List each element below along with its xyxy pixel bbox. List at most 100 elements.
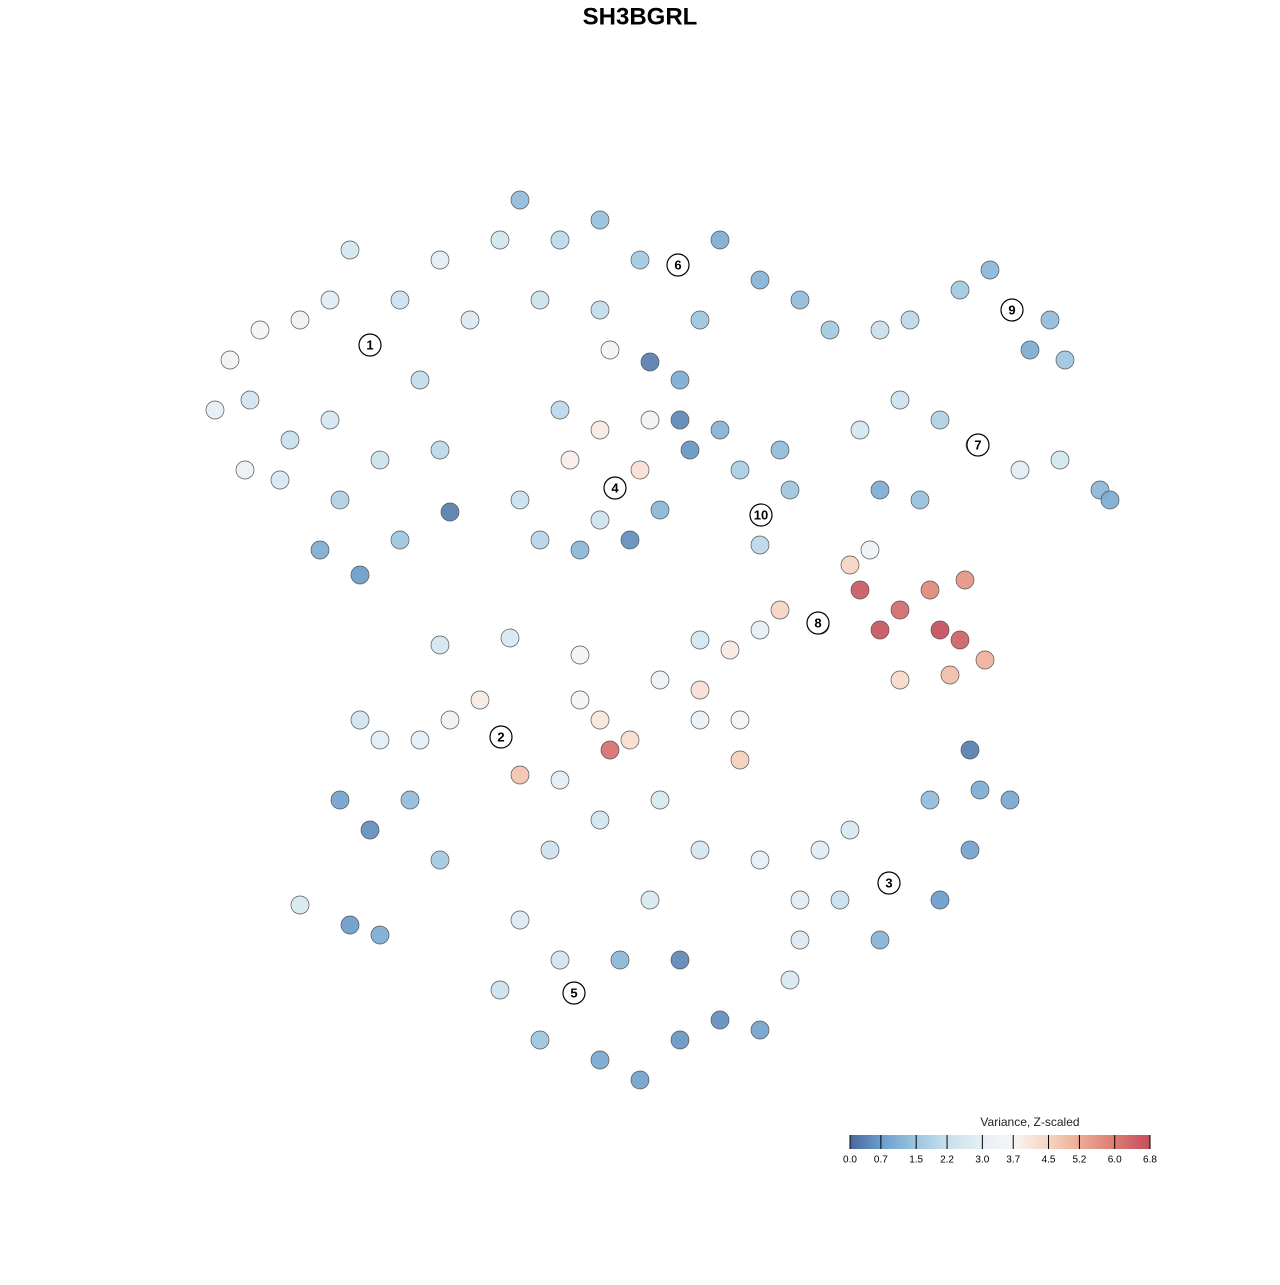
- point: [610, 950, 630, 970]
- point: [770, 440, 790, 460]
- point: [560, 450, 580, 470]
- point: [350, 710, 370, 730]
- point: [780, 970, 800, 990]
- point: [620, 730, 640, 750]
- point: [410, 730, 430, 750]
- point: [640, 890, 660, 910]
- point: [820, 320, 840, 340]
- point: [710, 230, 730, 250]
- point: [600, 340, 620, 360]
- point: [840, 820, 860, 840]
- point: [770, 600, 790, 620]
- point: [430, 850, 450, 870]
- cluster-marker: [489, 725, 513, 749]
- cluster-label: 1: [366, 337, 373, 352]
- colorbar: [850, 1135, 1150, 1149]
- point: [590, 510, 610, 530]
- point: [670, 410, 690, 430]
- point: [940, 665, 960, 685]
- point: [790, 890, 810, 910]
- point: [1100, 490, 1120, 510]
- colorbar-tick-label: 3.0: [975, 1155, 989, 1166]
- point: [930, 410, 950, 430]
- point: [330, 790, 350, 810]
- colorbar-tick-label: 0.0: [843, 1155, 857, 1166]
- colorbar-ticks: 0.0 0.7 1.5 2.2 3.0 3.7 4.5 5.2 6.0 6.8: [843, 1135, 1157, 1166]
- point: [590, 1050, 610, 1070]
- point: [430, 440, 450, 460]
- point: [960, 840, 980, 860]
- point: [930, 890, 950, 910]
- colorbar-tick-label: 6.8: [1143, 1155, 1157, 1166]
- point: [690, 630, 710, 650]
- point: [830, 890, 850, 910]
- point: [550, 230, 570, 250]
- point: [860, 540, 880, 560]
- cluster-marker: [358, 333, 382, 357]
- point: [750, 850, 770, 870]
- point: [460, 310, 480, 330]
- point: [590, 210, 610, 230]
- point: [240, 390, 260, 410]
- point: [360, 820, 380, 840]
- cluster-marker: [562, 981, 586, 1005]
- point: [370, 450, 390, 470]
- point: [870, 930, 890, 950]
- point: [920, 790, 940, 810]
- point: [955, 570, 975, 590]
- point: [500, 628, 520, 648]
- point: [400, 790, 420, 810]
- point: [810, 840, 830, 860]
- point: [440, 502, 460, 522]
- point: [730, 750, 750, 770]
- cluster-marker: [749, 503, 773, 527]
- colorbar-tick-label: 2.2: [940, 1155, 954, 1166]
- point: [680, 440, 700, 460]
- cluster-label: 7: [974, 437, 981, 452]
- point: [850, 420, 870, 440]
- point: [650, 500, 670, 520]
- point: [550, 400, 570, 420]
- point: [530, 290, 550, 310]
- point: [550, 770, 570, 790]
- point: [205, 400, 225, 420]
- colorbar-tick-label: 4.5: [1042, 1155, 1056, 1166]
- point: [950, 280, 970, 300]
- point: [890, 390, 910, 410]
- point: [570, 645, 590, 665]
- colorbar-tick-label: 0.7: [874, 1155, 888, 1166]
- point: [890, 670, 910, 690]
- cluster-label: 3: [885, 875, 892, 890]
- cluster-labels: 1 6 9 7 4 10 8 2 3 5: [358, 253, 1024, 1005]
- point: [920, 580, 940, 600]
- point: [570, 690, 590, 710]
- cluster-label: 10: [754, 507, 768, 522]
- point: [390, 290, 410, 310]
- point: [350, 565, 370, 585]
- point: [640, 352, 660, 372]
- cluster-label: 5: [570, 985, 577, 1000]
- colorbar-tick-label: 6.0: [1108, 1155, 1122, 1166]
- cluster-marker: [603, 476, 627, 500]
- point: [510, 910, 530, 930]
- point: [620, 530, 640, 550]
- points: [205, 190, 1120, 1090]
- point: [540, 840, 560, 860]
- point: [370, 925, 390, 945]
- point: [750, 270, 770, 290]
- point: [320, 290, 340, 310]
- chart-title: SH3BGRL: [583, 3, 698, 30]
- point: [630, 250, 650, 270]
- point: [440, 710, 460, 730]
- point: [430, 635, 450, 655]
- point: [430, 250, 450, 270]
- point: [410, 370, 430, 390]
- point: [550, 950, 570, 970]
- point: [930, 620, 950, 640]
- point: [630, 1070, 650, 1090]
- point: [750, 620, 770, 640]
- point: [640, 410, 660, 430]
- point: [600, 740, 620, 760]
- point: [670, 1030, 690, 1050]
- point: [390, 530, 410, 550]
